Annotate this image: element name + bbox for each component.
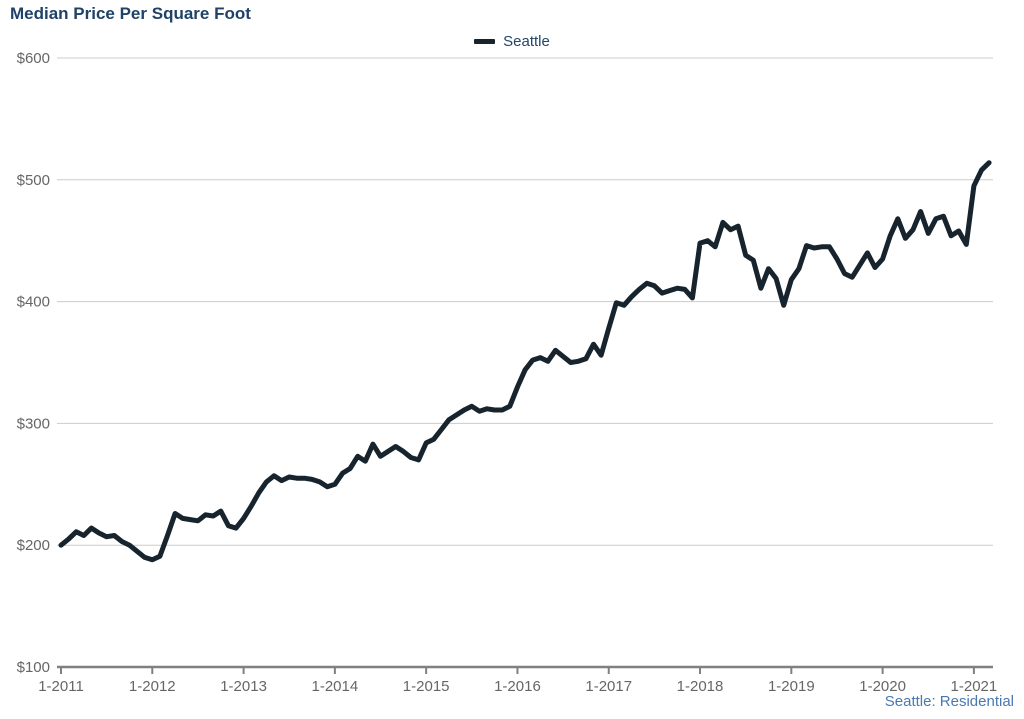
x-axis-label: 1-2012 [129, 678, 176, 695]
x-axis-label: 1-2018 [677, 678, 724, 695]
x-axis-label: 1-2015 [403, 678, 450, 695]
y-axis-label: $500 [17, 172, 50, 189]
x-axis-label: 1-2017 [585, 678, 632, 695]
x-axis-label: 1-2019 [768, 678, 815, 695]
legend-line-swatch [474, 39, 496, 44]
x-axis-label: 1-2020 [859, 678, 906, 695]
y-axis-label: $600 [17, 50, 50, 67]
series-line-seattle [58, 160, 992, 563]
y-axis-label: $300 [17, 415, 50, 432]
y-axis-label: $100 [17, 659, 50, 676]
x-axis-label: 1-2016 [494, 678, 541, 695]
source-note: Seattle: Residential [884, 693, 1014, 710]
chart-title: Median Price Per Square Foot [10, 4, 251, 23]
y-axis-label: $200 [17, 537, 50, 554]
x-axis-label: 1-2013 [220, 678, 267, 695]
y-axis-label: $400 [17, 294, 50, 311]
legend: Seattle [0, 33, 1024, 50]
legend-label: Seattle [503, 33, 550, 50]
x-axis-label: 1-2014 [312, 678, 359, 695]
x-axis-label: 1-2021 [951, 678, 998, 695]
x-axis-label: 1-2011 [38, 678, 84, 695]
